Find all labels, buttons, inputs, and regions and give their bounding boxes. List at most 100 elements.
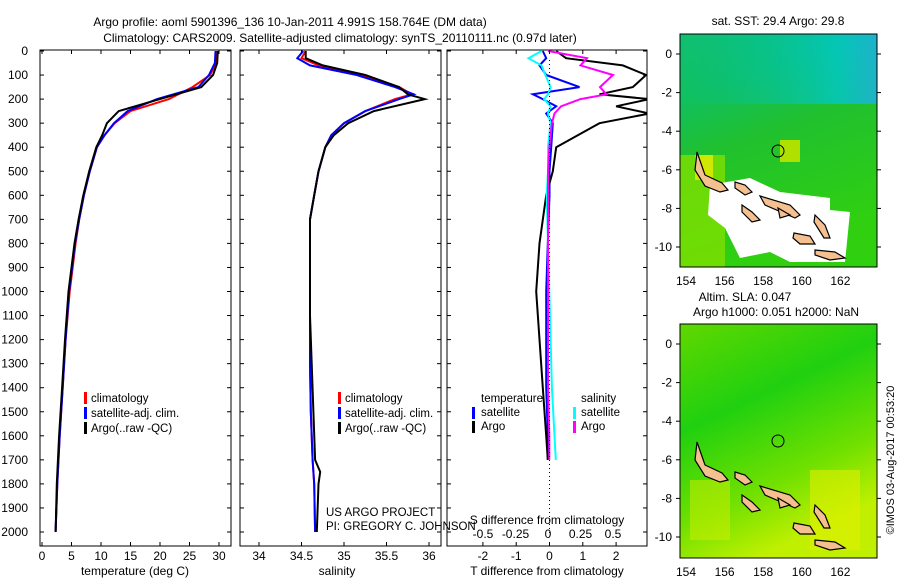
depth-tick-label: 1700 — [1, 453, 28, 467]
x-tick-label: -1 — [511, 549, 522, 563]
depth-tick-label: 300 — [8, 116, 28, 130]
island-shape — [694, 441, 730, 483]
map-lon-label: 158 — [753, 274, 773, 288]
temperature-lines — [54, 50, 219, 533]
map-lon-label: 156 — [715, 565, 735, 579]
legend-t-satellite: satellite — [481, 407, 520, 419]
s-diff-tick-label: 0 — [545, 527, 552, 541]
depth-tick-label: 100 — [8, 68, 28, 82]
x-tick-label: 35.5 — [375, 549, 399, 563]
depth-tick-label: 200 — [8, 92, 28, 106]
depth-tick-label: 700 — [8, 212, 28, 226]
legend-argo: Argo(..raw -QC) — [345, 423, 426, 435]
sla-map-title: Altim. SLA: 0.047 — [699, 290, 792, 304]
temperature-legend: climatology satellite-adj. clim. Argo(..… — [84, 392, 179, 435]
x-tick-label: -2 — [478, 549, 489, 563]
island-shape — [694, 151, 730, 193]
map-lon-label: 162 — [830, 565, 850, 579]
x-tick-label: 2 — [613, 549, 620, 563]
map-lon-label: 154 — [676, 274, 696, 288]
difference-panel-frame — [446, 49, 648, 547]
depth-tick-label: 400 — [8, 140, 28, 154]
map-lon-label: 158 — [753, 565, 773, 579]
island-shape — [734, 181, 754, 196]
island-shape — [792, 232, 817, 245]
sst-map-frame — [679, 33, 878, 268]
x-tick-label: 0 — [39, 549, 46, 563]
island-shape — [792, 522, 817, 535]
map-lat-label: -4 — [661, 414, 672, 428]
difference-legend: temperature salinity satellite Argo sate… — [472, 393, 620, 433]
depth-tick-label: 1000 — [1, 285, 28, 299]
island-shape — [814, 249, 847, 261]
depth-tick-label: 1500 — [1, 405, 28, 419]
map-lat-label: -2 — [661, 376, 672, 390]
salinity-lines — [295, 50, 429, 533]
depth-tick-label: 0 — [21, 44, 28, 58]
legend-satellite-adj: satellite-adj. clim. — [345, 408, 433, 420]
depth-tick-label: 800 — [8, 236, 28, 250]
island-shape — [741, 203, 762, 223]
temperature-axis-label: temperature (deg C) — [81, 564, 189, 578]
depth-tick-label: 1400 — [1, 381, 28, 395]
t-difference-axis-label: T difference from climatology — [470, 564, 624, 578]
depth-tick-label: 1600 — [1, 429, 28, 443]
map-lon-label: 160 — [792, 565, 812, 579]
map-lon-label: 162 — [830, 274, 850, 288]
depth-tick-label: 1900 — [1, 501, 28, 515]
x-tick-label: 34 — [252, 549, 266, 563]
depth-tick-label: 1300 — [1, 357, 28, 371]
difference-lines — [526, 50, 647, 536]
x-tick-label: 5 — [68, 549, 75, 563]
legend-satellite-adj: satellite-adj. clim. — [91, 408, 179, 420]
map-lat-label: -8 — [661, 491, 672, 505]
salinity-legend: climatology satellite-adj. clim. Argo(..… — [338, 392, 433, 435]
legend-climatology: climatology — [345, 393, 403, 405]
x-tick-label: 36 — [422, 549, 436, 563]
map-lon-label: 156 — [715, 274, 735, 288]
x-tick-label: 25 — [183, 549, 197, 563]
depth-tick-label: 1200 — [1, 333, 28, 347]
series-line-climatology — [300, 50, 415, 533]
map-lat-label: 0 — [665, 47, 672, 61]
island-shape — [813, 213, 831, 239]
legend-salinity-title: salinity — [581, 393, 616, 405]
s-diff-tick-label: 0.5 — [605, 527, 622, 541]
figure-title-line1: Argo profile: aoml 5901396_136 10-Jan-20… — [93, 15, 486, 29]
series-line-climatology — [54, 50, 218, 533]
legend-t-argo: Argo — [481, 421, 505, 433]
axis-ticks: 0 5 10 15 20 25 30 34 34.5 35 35.5 36 -2 -1 0 1 20100200… — [1, 34, 881, 579]
figure-title-line2: Climatology: CARS2009. Satellite-adjuste… — [103, 31, 577, 45]
salinity-axis-label: salinity — [319, 564, 356, 578]
sla-map-subtitle: Argo h1000: 0.051 h2000: NaN — [693, 305, 859, 319]
legend-temperature-title: temperature — [481, 393, 543, 405]
island-shape — [741, 493, 762, 513]
depth-tick-label: 600 — [8, 188, 28, 202]
project-credit: US ARGO PROJECT — [326, 507, 435, 519]
map-lat-label: -8 — [661, 201, 672, 215]
x-tick-label: 15 — [124, 549, 138, 563]
depth-tick-label: 900 — [8, 260, 28, 274]
map-lon-label: 160 — [792, 274, 812, 288]
depth-tick-label: 500 — [8, 164, 28, 178]
legend-s-satellite: satellite — [581, 407, 620, 419]
legend-argo: Argo(..raw -QC) — [91, 423, 172, 435]
s-diff-tick-label: 0.25 — [569, 527, 593, 541]
map-lat-label: -4 — [661, 124, 672, 138]
island-shape — [734, 471, 754, 486]
x-tick-label: 34.5 — [290, 549, 314, 563]
sla-map-frame — [679, 323, 878, 559]
x-tick-label: 1 — [579, 549, 586, 563]
sst-map-image — [680, 34, 877, 267]
series-line-s-satellite — [526, 50, 557, 460]
x-tick-label: 0 — [546, 549, 553, 563]
map-lat-label: -2 — [661, 86, 672, 100]
temperature-panel-frame — [39, 49, 232, 547]
salinity-panel-frame — [239, 49, 442, 547]
x-tick-label: 10 — [94, 549, 108, 563]
s-diff-tick-label: -0.25 — [502, 527, 530, 541]
float-position-marker — [771, 434, 785, 448]
depth-tick-label: 1100 — [2, 309, 28, 323]
x-tick-label: 20 — [153, 549, 167, 563]
